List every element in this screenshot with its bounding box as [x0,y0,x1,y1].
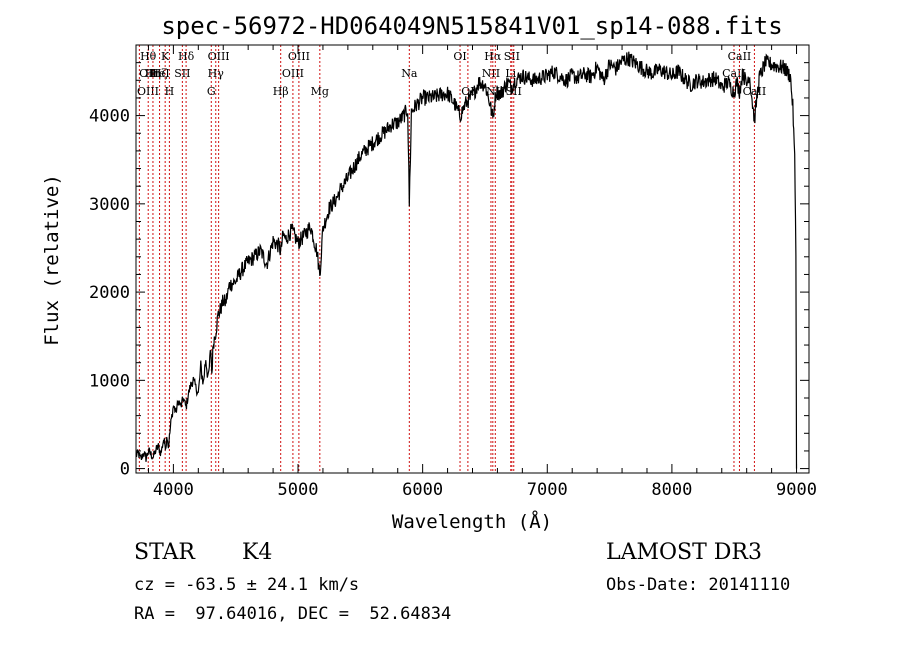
line-label: SII [174,67,190,80]
line-label: H [165,85,175,98]
x-tick-label: 5000 [278,480,319,500]
x-tick-label: 4000 [153,480,194,500]
line-label: SII [504,50,520,63]
line-label: CaII [728,50,752,63]
line-label: K [161,50,170,63]
line-label: OI [453,50,466,63]
line-label: Hα [484,50,502,63]
line-label: OIII [208,50,230,63]
redshift-value: cz = -63.5 ± 24.1 km/s [134,575,360,595]
line-label: CaII [743,85,767,98]
x-tick-label: 7000 [527,480,568,500]
object-subclass: K4 [242,540,273,565]
line-label: Li [505,67,516,80]
object-class: STAR [134,540,195,565]
line-label: OIII [137,85,159,98]
line-label: Mg [311,85,329,98]
line-label: Hη [145,67,161,80]
spectrum-series [135,51,798,469]
line-label: NII [482,67,500,80]
line-label: Hζ [152,67,168,80]
x-tick-label: 9000 [776,480,817,500]
y-tick-label: 4000 [89,107,130,127]
axis-ticks: 4000 5000 6000 7000 8000 9000 0 1000 2000 3000 400… [89,45,817,500]
y-tick-label: 2000 [89,283,130,303]
y-tick-label: 3000 [89,195,130,215]
y-tick-label: 0 [120,460,130,480]
line-label: Hδ [178,50,195,63]
line-label: OIII [282,67,304,80]
coordinates: RA = 97.64016, DEC = 52.64834 [134,604,452,624]
line-label: Hγ [208,67,225,80]
line-label: Hθ [140,50,157,63]
line-label: OIII [288,50,310,63]
line-label: Hβ [273,85,289,98]
line-label: G [207,85,216,98]
line-label: SII [506,85,522,98]
x-tick-label: 8000 [651,480,692,500]
obs-date: Obs-Date: 20141110 [606,575,791,595]
plot-frame [135,44,810,474]
line-label: Na [401,67,418,80]
line-label: HeI [149,67,169,80]
chart-title: spec-56972-HD064049N515841V01_sp14-088.f… [161,12,782,40]
line-label: OI [461,85,474,98]
x-axis-label: Wavelength (Å) [392,510,552,533]
line-label: OII [139,67,157,80]
x-tick-label: 6000 [402,480,443,500]
y-axis-label: Flux (relative) [41,174,63,346]
y-tick-label: 1000 [89,371,130,391]
survey-name: LAMOST DR3 [606,540,762,565]
